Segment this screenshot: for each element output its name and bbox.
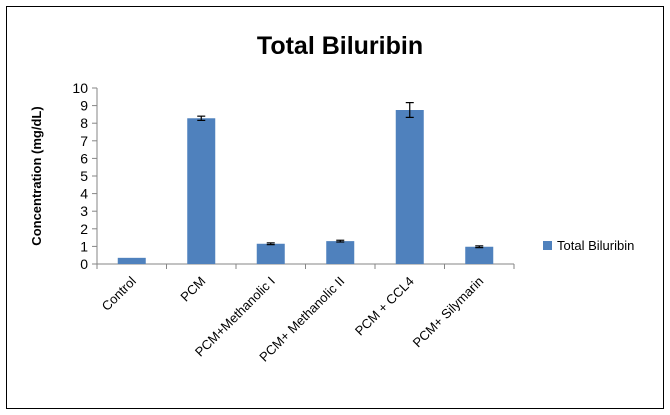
x-tick-label: Control xyxy=(99,273,139,313)
y-tick-label: 6 xyxy=(80,150,88,166)
x-tick-label: PCM+ Silymarin xyxy=(410,274,487,351)
y-tick-label: 1 xyxy=(80,238,88,254)
y-tick-label: 7 xyxy=(80,133,88,149)
y-tick-label: 9 xyxy=(80,98,88,114)
bar-1 xyxy=(117,257,146,264)
y-axis-label: Concentration (mg/dL) xyxy=(29,106,44,245)
y-tick-label: 10 xyxy=(72,80,88,96)
bar-4 xyxy=(326,241,355,264)
legend-swatch xyxy=(543,241,552,250)
bar-6 xyxy=(465,246,494,264)
legend-label: Total Biluribin xyxy=(557,238,634,253)
y-tick-label: 4 xyxy=(80,186,88,202)
bar-2 xyxy=(187,118,216,264)
legend: Total Biluribin xyxy=(543,238,634,253)
y-tick-label: 2 xyxy=(80,221,88,237)
bar-5 xyxy=(395,110,424,264)
x-tick-label: PCM + CCL4 xyxy=(352,274,417,339)
chart-frame xyxy=(6,6,664,409)
y-tick-label: 0 xyxy=(80,256,88,272)
chart-title: Total Biluribin xyxy=(257,32,423,60)
bar-3 xyxy=(256,243,285,264)
y-tick-label: 3 xyxy=(80,203,88,219)
y-tick-label: 5 xyxy=(80,168,88,184)
y-tick-label: 8 xyxy=(80,115,88,131)
x-tick-label: PCM xyxy=(177,274,208,305)
